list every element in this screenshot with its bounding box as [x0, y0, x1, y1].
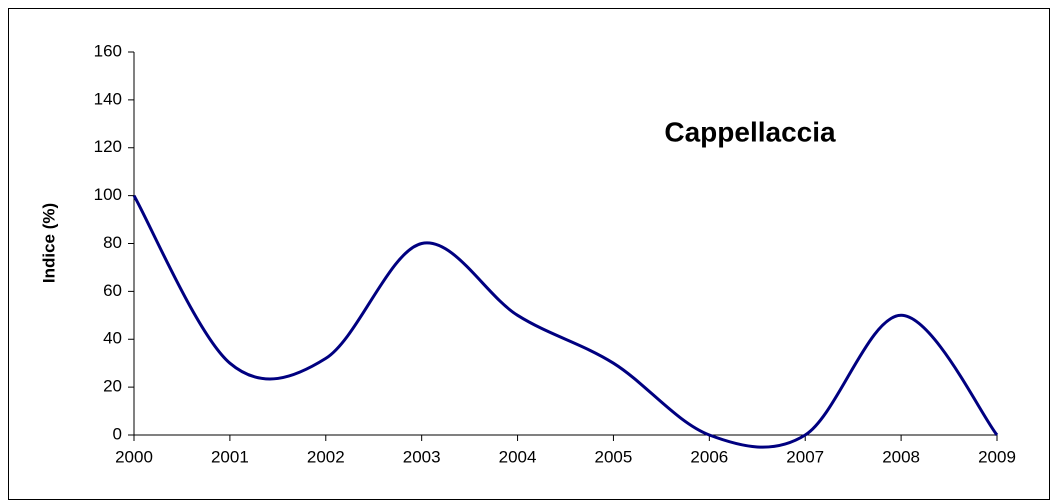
x-tick-label: 2003 — [403, 447, 441, 466]
y-tick-label: 40 — [103, 329, 122, 348]
y-tick-label: 0 — [113, 424, 122, 443]
y-axis-label: Indice (%) — [39, 203, 58, 283]
y-tick-label: 160 — [94, 41, 122, 60]
x-tick-label: 2001 — [211, 447, 249, 466]
x-tick-label: 2004 — [499, 447, 537, 466]
x-tick-label: 2007 — [786, 447, 824, 466]
y-tick-label: 100 — [94, 185, 122, 204]
x-tick-label: 2005 — [595, 447, 633, 466]
y-tick-label: 20 — [103, 377, 122, 396]
x-tick-label: 2008 — [882, 447, 920, 466]
x-tick-label: 2000 — [115, 447, 153, 466]
x-tick-label: 2009 — [978, 447, 1016, 466]
y-tick-label: 140 — [94, 89, 122, 108]
x-tick-label: 2002 — [307, 447, 345, 466]
y-tick-label: 120 — [94, 137, 122, 156]
y-tick-label: 60 — [103, 281, 122, 300]
y-tick-label: 80 — [103, 233, 122, 252]
data-line — [132, 194, 999, 449]
chart-border — [8, 8, 1050, 500]
x-tick-label: 2006 — [690, 447, 728, 466]
chart-title: Cappellaccia — [664, 116, 836, 147]
